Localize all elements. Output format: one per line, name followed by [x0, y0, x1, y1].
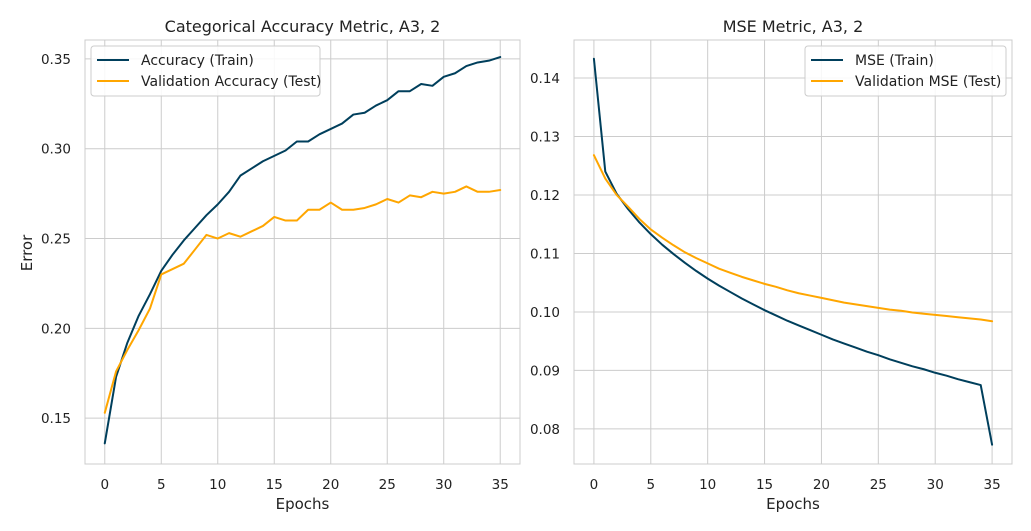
- y-tick-label: 0.15: [41, 411, 71, 427]
- x-tick-label: 30: [435, 477, 452, 493]
- accuracy-plot-frame: [84, 39, 521, 465]
- mse-legend: MSE (Train) Validation MSE (Test): [804, 45, 1007, 97]
- mse-chart-xlabel: Epochs: [766, 495, 820, 513]
- accuracy-grid: [85, 40, 520, 464]
- accuracy-chart-ylabel: Error: [18, 234, 36, 271]
- x-tick-label: 20: [813, 477, 830, 493]
- accuracy-series-line-1: [103, 56, 502, 445]
- y-tick-label: 0.25: [41, 232, 71, 248]
- legend-label: Accuracy (Train): [141, 53, 254, 69]
- y-tick-label: 0.35: [41, 52, 71, 68]
- y-tick-label: 0.12: [530, 188, 560, 204]
- legend-label: MSE (Train): [855, 53, 934, 69]
- y-tick-label: 0.30: [41, 142, 71, 158]
- y-tick-label: 0.20: [41, 321, 71, 337]
- x-tick-label: 0: [590, 477, 599, 493]
- y-tick-label: 0.10: [530, 305, 560, 321]
- y-tick-label: 0.08: [530, 422, 560, 438]
- legend-frame: [90, 45, 321, 97]
- mse-series-line-2: [592, 154, 994, 323]
- accuracy-chart: Categorical Accuracy Metric, A3, 2 Epoch…: [18, 17, 521, 513]
- x-tick-label: 20: [322, 477, 339, 493]
- y-tick-label: 0.09: [530, 363, 560, 379]
- legend-label: Validation Accuracy (Test): [141, 74, 321, 90]
- accuracy-series-line-2: [103, 185, 502, 414]
- accuracy-chart-title: Categorical Accuracy Metric, A3, 2: [165, 17, 441, 36]
- x-tick-label: 5: [646, 477, 655, 493]
- legend-label: Validation MSE (Test): [855, 74, 1001, 90]
- x-tick-label: 30: [927, 477, 944, 493]
- x-tick-label: 0: [100, 477, 109, 493]
- accuracy-legend: Accuracy (Train) Validation Accuracy (Tes…: [90, 45, 321, 97]
- x-tick-label: 15: [756, 477, 773, 493]
- x-tick-label: 25: [379, 477, 396, 493]
- x-tick-label: 25: [870, 477, 887, 493]
- x-tick-label: 10: [209, 477, 226, 493]
- x-tick-label: 5: [157, 477, 166, 493]
- x-tick-label: 35: [983, 477, 1000, 493]
- legend-frame: [804, 45, 1007, 97]
- mse-chart: MSE Metric, A3, 2 Epochs 0 5 10 15 20 25 30 35 0…: [530, 17, 1013, 513]
- x-tick-label: 15: [266, 477, 283, 493]
- mse-grid: [574, 40, 1012, 464]
- mse-chart-title: MSE Metric, A3, 2: [723, 17, 864, 36]
- mse-series-line-1: [592, 57, 994, 446]
- mse-plot-frame: [573, 39, 1013, 465]
- y-tick-label: 0.13: [530, 129, 560, 145]
- y-tick-label: 0.11: [530, 246, 560, 262]
- accuracy-chart-xlabel: Epochs: [276, 495, 330, 513]
- y-tick-label: 0.14: [530, 71, 560, 87]
- x-tick-label: 35: [492, 477, 509, 493]
- x-tick-label: 10: [699, 477, 716, 493]
